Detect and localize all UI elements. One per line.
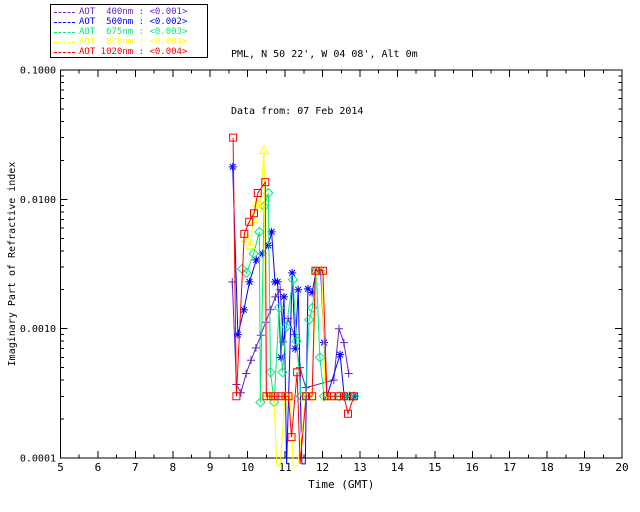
legend-label-675nm: AOT 675nm : <0.003> — [79, 27, 188, 37]
x-tick-label: 11 — [278, 461, 291, 474]
x-tick-label: 15 — [428, 461, 441, 474]
y-tick-label: 0.0010 — [20, 324, 56, 335]
axis-labels: 5 6 7 8 9 10 11 12 13 14 15 16 17 18 19 20 0.1000 0.0100 0… — [7, 66, 629, 492]
y-axis-title: Imaginary Part of Refractive index — [7, 162, 18, 367]
x-tick-label: 18 — [541, 461, 554, 474]
plot-header: PML, N 50 22', W 04 08', Alt 0m Data fro… — [231, 7, 418, 159]
legend-dash-870nm — [54, 41, 75, 43]
y-tick-label: 0.0001 — [20, 454, 56, 465]
x-tick-label: 6 — [95, 461, 102, 474]
legend: AOT 400nm : <0.001> AOT 500nm : <0.002> … — [50, 4, 208, 58]
legend-label-500nm: AOT 500nm : <0.002> — [79, 17, 188, 27]
x-axis-title: Time (GMT) — [308, 478, 374, 491]
axes — [60, 69, 623, 459]
square-markers — [229, 133, 358, 442]
x-tick-label: 12 — [316, 461, 329, 474]
legend-dash-675nm — [54, 31, 75, 33]
y-tick-label: 0.1000 — [20, 66, 56, 77]
series-line — [245, 150, 330, 467]
x-tick-label: 17 — [503, 461, 516, 474]
legend-item-870nm: AOT 870nm : <0.004> — [54, 37, 207, 47]
series-AOT-1020nm — [229, 133, 358, 464]
legend-item-1020nm: AOT 1020nm : <0.004> — [54, 47, 207, 57]
x-tick-label: 5 — [57, 461, 64, 474]
x-tick-label: 10 — [241, 461, 254, 474]
x-tick-label: 13 — [353, 461, 366, 474]
legend-label-1020nm: AOT 1020nm : <0.004> — [79, 47, 188, 57]
x-tick-label: 7 — [132, 461, 139, 474]
y-tick-label: 0.0100 — [20, 195, 56, 206]
x-tick-label: 9 — [207, 461, 214, 474]
x-tick-label: 19 — [578, 461, 591, 474]
legend-label-870nm: AOT 870nm : <0.004> — [79, 37, 188, 47]
data-date-text: Data from: 07 Feb 2014 — [231, 106, 364, 117]
x-tick-label: 20 — [615, 461, 628, 474]
legend-dash-500nm — [54, 21, 75, 23]
x-tick-label: 14 — [391, 461, 405, 474]
legend-dash-400nm — [54, 11, 75, 13]
legend-dash-1020nm — [54, 51, 75, 53]
legend-item-400nm: AOT 400nm : <0.001> — [54, 7, 207, 17]
legend-item-675nm: AOT 675nm : <0.003> — [54, 27, 207, 37]
x-tick-label: 16 — [466, 461, 479, 474]
legend-label-400nm: AOT 400nm : <0.001> — [79, 7, 188, 17]
x-tick-label: 8 — [169, 461, 176, 474]
site-location-text: PML, N 50 22', W 04 08', Alt 0m — [231, 49, 418, 60]
legend-item-500nm: AOT 500nm : <0.002> — [54, 17, 207, 27]
